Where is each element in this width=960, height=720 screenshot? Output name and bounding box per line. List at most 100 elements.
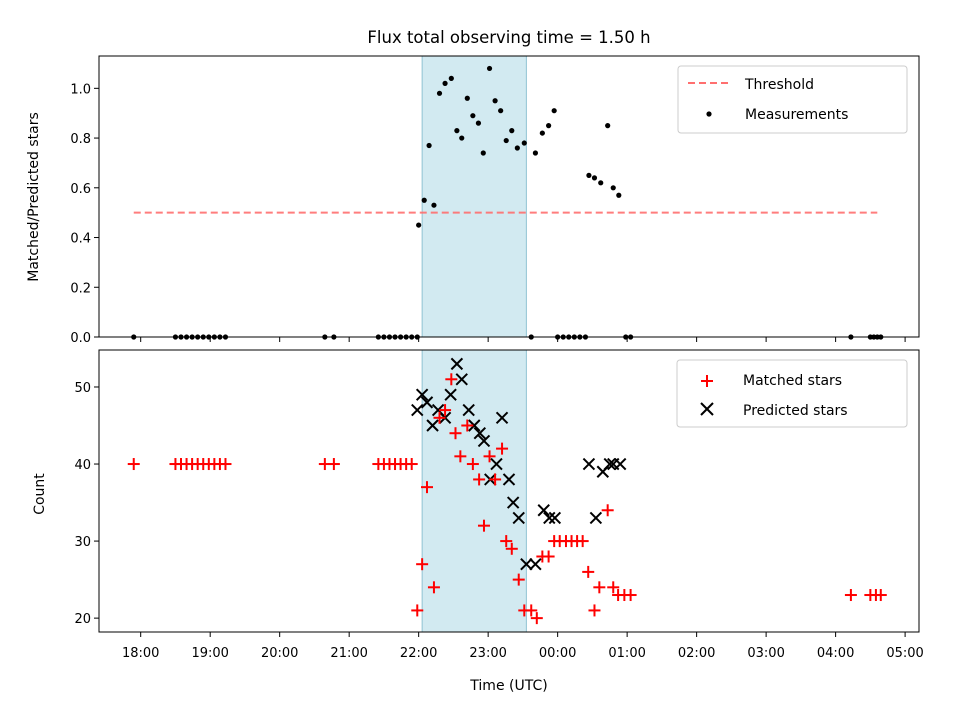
measurement-point [492,98,498,104]
y-tick-label: 20 [74,612,91,627]
legend-predicted-label: Predicted stars [743,403,848,419]
matched-point [449,427,462,440]
matched-point [411,604,424,617]
matched-point [473,473,486,486]
matched-point [624,589,637,602]
y-tick-label: 0.2 [70,281,91,296]
x-tick-label: 20:00 [261,646,298,661]
bottom-legend-box [676,359,908,428]
matched-point [127,458,140,471]
x-tick-label: 00:00 [539,646,576,661]
measurement-point [442,80,448,86]
measurement-point [514,145,520,151]
x-tick-label: 03:00 [747,646,784,661]
matched-point [454,450,467,463]
y-tick-label: 0.8 [70,132,91,147]
predicted-point [520,557,533,571]
matched-point [427,581,440,594]
top-legend-box [677,65,908,134]
y-tick-label: 0.0 [70,331,91,346]
top-axes-frame [98,55,920,338]
measurement-point [539,130,545,136]
predicted-point [462,403,475,417]
matched-point [219,458,232,471]
x-tick-label: 04:00 [817,646,854,661]
bottom-x-ticks: 18:00 19:00 20:00 21:00 22:00 23:00 00:00 01:00… [122,632,924,661]
matched-point [530,612,543,625]
measurement-point [616,192,622,198]
bottom-panel: 20 30 40 50 18:00 19:00 20:00 21:00 22:00 23:00 0… [32,349,924,694]
matched-point [582,565,595,578]
legend-predicted-swatch [700,402,714,416]
y-tick-label: 50 [74,381,91,396]
predicted-point [450,357,464,371]
measurement-point [464,95,470,101]
predicted-point [477,434,491,448]
matched-point [593,581,606,594]
bottom-y-axis-label: Count [32,473,48,515]
legend-threshold-label: Threshold [744,77,814,93]
bottom-y-ticks: 20 30 40 50 [74,381,99,627]
x-tick-label: 22:00 [400,646,437,661]
matched-point [607,581,620,594]
x-tick-label: 21:00 [330,646,367,661]
predicted-point [495,411,509,425]
measurement-point [431,202,437,208]
measurement-point [480,150,486,156]
predicted-point [512,511,525,525]
measurement-point [436,90,443,96]
matched-point [500,535,513,548]
predicted-point [473,427,487,440]
measurement-point [591,175,598,181]
predicted-point [506,496,520,509]
count-points [127,357,887,625]
bottom-shaded-span [421,349,527,633]
matched-point [874,589,887,602]
legend-matched-swatch [701,375,713,387]
measurement-point [426,142,432,149]
matched-point [576,535,589,548]
measurement-point [551,108,557,114]
predicted-point [426,419,439,432]
top-y-axis-label: Matched/Predicted stars [26,112,42,282]
matched-point [445,373,458,386]
top-panel: 0.0 0.2 0.4 0.6 0.8 1.0 Matched/Predicted sta… [26,55,920,346]
predicted-point [548,511,562,525]
matched-point [489,473,502,486]
legend-matched-label: Matched stars [743,373,842,389]
x-tick-label: 23:00 [469,646,506,661]
predicted-point [455,373,468,386]
measurement-point [486,65,493,72]
matched-point [439,404,452,417]
y-tick-label: 0.4 [70,232,91,247]
predicted-point [468,419,481,432]
matched-point [466,458,479,471]
matched-point [433,411,446,424]
matched-point [505,542,518,555]
matched-point [421,481,433,494]
predicted-point [589,511,603,525]
matched-point [461,419,474,432]
measurement-point [416,222,422,228]
top-shaded-span [421,55,527,338]
x-tick-label: 18:00 [122,646,159,661]
measurement-point [509,128,515,134]
measurement-point [421,197,427,203]
measurement-point [586,172,592,178]
matched-point [496,442,509,455]
bottom-axes-frame [98,349,920,633]
y-tick-label: 0.6 [70,182,91,197]
predicted-point [529,557,542,571]
y-tick-label: 40 [74,458,91,473]
measurement-point [532,150,539,156]
measurement-point [475,120,482,126]
bottom-legend: Matched stars Predicted stars [676,359,908,428]
x-tick-label: 02:00 [678,646,715,661]
matched-point [405,458,418,471]
predicted-point [582,457,596,471]
x-axis-label: Time (UTC) [469,678,547,694]
measurement-point [448,75,454,81]
predicted-point [502,473,516,486]
predicted-point [537,504,550,517]
measurement-point [470,113,476,119]
